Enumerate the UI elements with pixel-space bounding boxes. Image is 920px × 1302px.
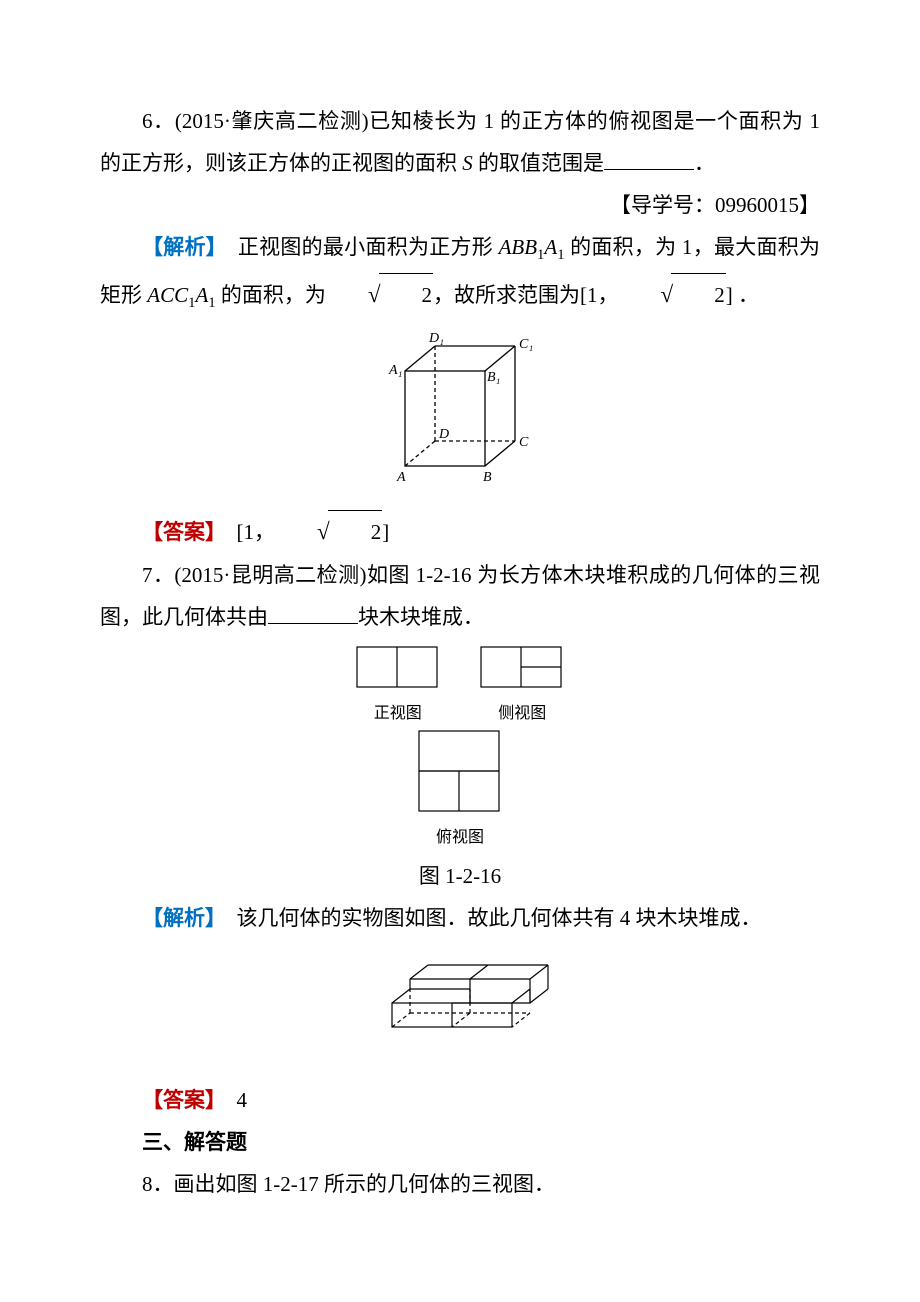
explanation-label: 【解析】 bbox=[142, 906, 216, 930]
q6-expl-c: 的面积，为 bbox=[216, 283, 326, 307]
answer-label: 【答案】 bbox=[142, 1088, 216, 1112]
q6-var-S: S bbox=[462, 151, 473, 175]
q6-explanation: 【解析】 正视图的最小面积为正方形 ABB1A1 的面积，为 1，最大面积为矩形… bbox=[100, 226, 820, 318]
q7-stem: 7．(2015·昆明高二检测)如图 1-2-16 为长方体木块堆积成的几何体的三… bbox=[100, 554, 820, 638]
rect-name-2: A bbox=[195, 283, 208, 307]
q6-ans-b: ] bbox=[382, 520, 389, 544]
fill-blank bbox=[604, 148, 694, 170]
cube-label-C1: C₁ bbox=[519, 337, 533, 352]
top-view-block: 俯视图 bbox=[418, 730, 502, 847]
cube-label-B: B bbox=[483, 470, 492, 485]
cube-label-C: C bbox=[519, 435, 529, 450]
square-name-1: ABB bbox=[499, 235, 537, 259]
fill-blank bbox=[268, 602, 358, 624]
q6-cube-figure: A B C D A₁ B₁ C₁ D₁ bbox=[100, 326, 820, 500]
side-view-block: 侧视图 bbox=[480, 646, 564, 723]
sub4: 1 bbox=[208, 295, 215, 311]
sub2: 1 bbox=[557, 247, 564, 263]
q7-three-views: 正视图 侧视图 bbox=[100, 646, 820, 846]
side-view-label: 侧视图 bbox=[480, 704, 564, 723]
section-heading: 三、解答题 bbox=[100, 1121, 820, 1163]
q6-expl-d: ，故所求范围为[1， bbox=[433, 283, 619, 307]
q7-answer: 【答案】 4 bbox=[100, 1079, 820, 1121]
cube-label-A: A bbox=[396, 470, 406, 485]
page-content: 6．(2015·肇庆高二检测)已知棱长为 1 的正方体的俯视图是一个面积为 1 … bbox=[0, 0, 920, 1265]
explanation-label: 【解析】 bbox=[142, 235, 217, 259]
answer-label: 【答案】 bbox=[142, 520, 216, 544]
q6-expl-a: 正视图的最小面积为正方形 bbox=[217, 235, 499, 259]
side-view-icon bbox=[480, 646, 564, 688]
q6-text-b: 的取值范围是 bbox=[473, 151, 604, 175]
q7-text-b: 块木块堆成． bbox=[358, 605, 484, 629]
q7-explanation: 【解析】 该几何体的实物图如图．故此几何体共有 4 块木块堆成． bbox=[100, 897, 820, 939]
q7-figure-caption: 图 1-2-16 bbox=[100, 855, 820, 897]
q6-ans-a: [1， bbox=[216, 520, 276, 544]
cube-label-A1: A₁ bbox=[388, 363, 402, 378]
stacked-blocks-icon bbox=[370, 947, 550, 1057]
cube-label-D: D bbox=[438, 427, 449, 442]
top-view-icon bbox=[418, 730, 502, 812]
cube-label-B1: B₁ bbox=[487, 370, 500, 385]
cube-label-D1: D₁ bbox=[428, 331, 444, 346]
q6-stem: 6．(2015·肇庆高二检测)已知棱长为 1 的正方体的俯视图是一个面积为 1 … bbox=[100, 100, 820, 184]
q6-answer: 【答案】 [1，2] bbox=[100, 508, 820, 554]
sqrt-2-a: 2 bbox=[326, 271, 433, 317]
q6-guide-number: 【导学号：09960015】 bbox=[100, 184, 820, 226]
square-name-2: A bbox=[544, 235, 557, 259]
q6-period: ． bbox=[694, 151, 715, 175]
front-view-label: 正视图 bbox=[356, 704, 440, 723]
top-view-label: 俯视图 bbox=[418, 828, 502, 847]
q6-expl-e: ] ． bbox=[726, 283, 759, 307]
front-view-block: 正视图 bbox=[356, 646, 440, 723]
q7-solid-figure bbox=[100, 947, 820, 1071]
sqrt-2-c: 2 bbox=[275, 508, 382, 554]
q8-stem: 8．画出如图 1-2-17 所示的几何体的三视图． bbox=[100, 1163, 820, 1205]
rect-name-1: ACC bbox=[147, 283, 188, 307]
front-view-icon bbox=[356, 646, 440, 688]
cube-diagram-icon: A B C D A₁ B₁ C₁ D₁ bbox=[375, 326, 545, 486]
sqrt-2-b: 2 bbox=[619, 271, 726, 317]
q7-expl-text: 该几何体的实物图如图．故此几何体共有 4 块木块堆成． bbox=[216, 906, 762, 930]
q7-ans-text: 4 bbox=[216, 1088, 248, 1112]
